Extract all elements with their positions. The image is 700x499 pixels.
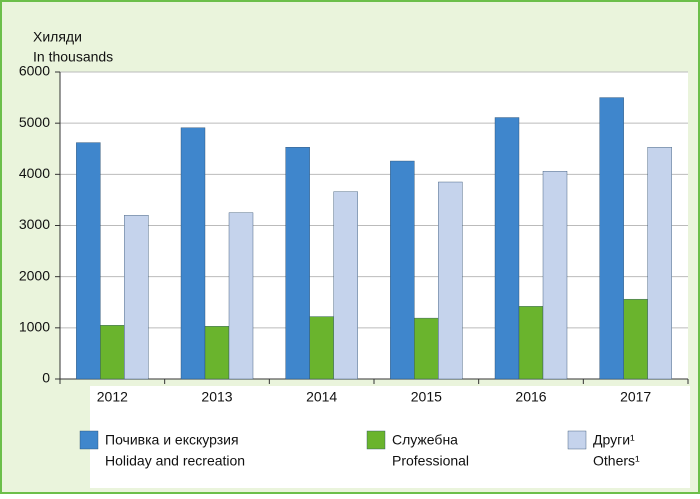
x-tick-label: 2014 [306, 389, 337, 405]
x-tick-label: 2016 [515, 389, 546, 405]
legend-label: Служебна [392, 432, 458, 448]
bar [494, 117, 520, 380]
bar [228, 212, 254, 380]
legend-swatch [79, 430, 99, 450]
bar [518, 306, 544, 380]
bar [76, 142, 101, 380]
legend-label: Почивка и екскурзия [105, 432, 239, 448]
y-tick-label: 4000 [19, 165, 50, 181]
legend-label-en: Others¹ [593, 453, 640, 469]
y-tick-label: 1000 [19, 319, 50, 335]
legend-label-en: Professional [392, 453, 469, 469]
y-axis-label-en: In thousands [33, 49, 113, 65]
y-tick-label: 2000 [19, 267, 50, 283]
y-tick-label: 3000 [19, 216, 50, 232]
x-tick-label: 2017 [620, 389, 651, 405]
x-tick-label: 2012 [97, 389, 128, 405]
bar [204, 326, 230, 380]
bar [333, 191, 358, 380]
bar [438, 181, 463, 380]
x-tick-label: 2015 [411, 389, 442, 405]
y-tick-label: 5000 [19, 114, 50, 130]
legend-swatch [567, 430, 587, 450]
bar [599, 97, 624, 380]
bar [124, 215, 149, 380]
x-tick-label: 2013 [201, 389, 232, 405]
legend-label-en: Holiday and recreation [105, 453, 245, 469]
bar [647, 147, 672, 380]
bar [285, 147, 310, 380]
legend-label: Други¹ [593, 432, 635, 448]
legend-swatch [366, 430, 386, 450]
bar [623, 298, 648, 380]
bar [390, 160, 415, 380]
y-tick-label: 6000 [19, 63, 50, 79]
bar [414, 317, 439, 380]
legend-box [90, 386, 690, 488]
bar [309, 316, 334, 380]
bar [180, 127, 206, 380]
y-axis-label: Хиляди [33, 29, 82, 45]
y-tick-label: 0 [42, 370, 50, 386]
bar [542, 171, 568, 380]
bar [100, 325, 125, 380]
